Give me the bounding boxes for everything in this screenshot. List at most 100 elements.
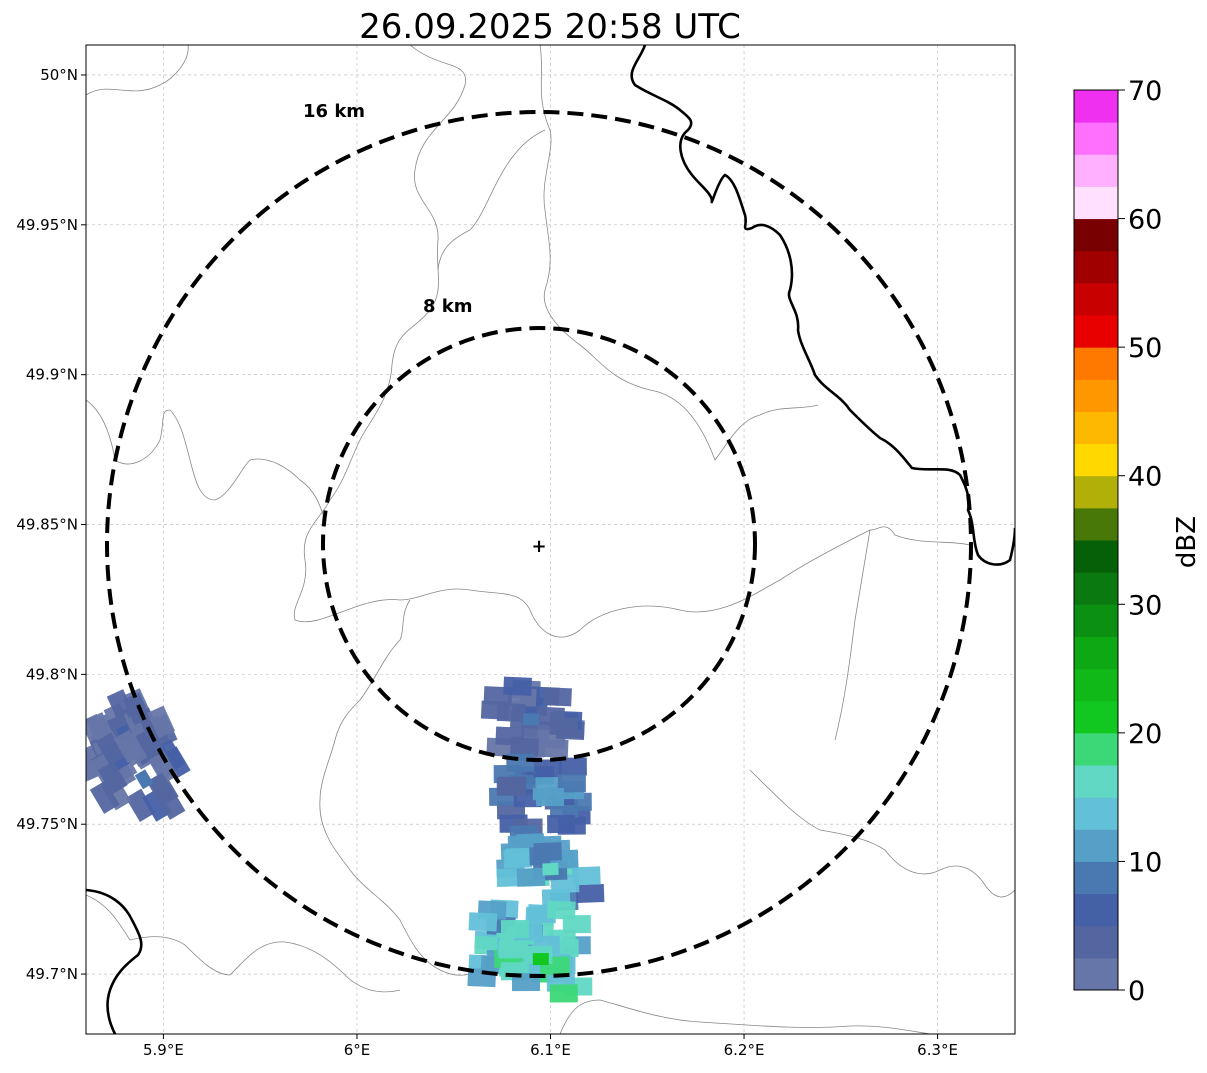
colorbar-swatch — [1074, 186, 1118, 220]
colorbar-tick-label: 30 — [1128, 590, 1162, 621]
echo-bin — [125, 788, 156, 822]
echo-bin — [468, 912, 498, 932]
lon-tick-label: 6.1°E — [530, 1041, 571, 1059]
lat-tick-label: 50°N — [40, 66, 78, 84]
echo-bin — [503, 676, 532, 696]
colorbar-swatch — [1074, 379, 1118, 412]
reflectivity-echoes — [86, 676, 605, 1003]
colorbar-swatch — [1074, 250, 1118, 284]
echo-bin — [106, 689, 135, 723]
colorbar-swatch — [1074, 443, 1118, 477]
echo-bin — [546, 900, 576, 920]
echo-bin — [533, 759, 562, 778]
colorbar: 0 10 20 30 40 50 60 70 — [1073, 76, 1162, 1007]
colorbar-tick-label: 10 — [1128, 847, 1162, 878]
echo-bin — [148, 751, 179, 785]
echo-bin — [575, 884, 605, 904]
colorbar-swatch — [1074, 218, 1118, 252]
echo-bin — [97, 761, 128, 795]
echo-bin — [516, 867, 546, 887]
colorbar-swatch — [1074, 122, 1118, 155]
range-ring-8km-label: 8 km — [423, 296, 473, 317]
colorbar-swatch — [1074, 732, 1118, 766]
colorbar-swatch — [1074, 540, 1118, 573]
colorbar-tick-label: 50 — [1128, 333, 1162, 364]
echo-core — [542, 862, 559, 876]
longitude-tick-labels: 5.9°E 6°E 6.1°E 6.2°E 6.3°E — [143, 1034, 958, 1059]
latitude-tick-labels: 50°N 49.95°N 49.9°N 49.85°N 49.8°N 49.75°N 49.… — [16, 66, 86, 983]
echo-core — [134, 769, 154, 790]
lon-tick-label: 6.3°E — [917, 1041, 958, 1059]
colorbar-swatch — [1074, 797, 1118, 830]
colorbar-swatch — [1074, 475, 1118, 509]
colorbar-swatch — [1074, 315, 1118, 348]
lon-tick-label: 6°E — [344, 1041, 371, 1059]
map-title: 26.09.2025 20:58 UTC — [359, 7, 741, 47]
colorbar-swatch — [1074, 507, 1118, 541]
colorbar-swatch — [1074, 604, 1118, 637]
radar-site-marker: + — [531, 536, 546, 557]
colorbar-swatch — [1074, 765, 1118, 798]
lat-tick-label: 49.95°N — [16, 216, 78, 234]
echo-bin — [510, 737, 539, 757]
echo-bin — [536, 706, 565, 726]
colorbar-swatch — [1074, 411, 1118, 445]
colorbar-swatch — [1074, 668, 1118, 702]
colorbar-swatch — [1074, 90, 1118, 123]
colorbar-swatch — [1074, 957, 1118, 991]
echo-bin — [557, 774, 586, 793]
echo-bin — [147, 705, 176, 739]
colorbar-tick-label: 40 — [1128, 462, 1162, 493]
colorbar-swatch — [1074, 347, 1118, 380]
colorbar-tick-label: 20 — [1128, 719, 1162, 750]
range-ring-16km-label: 16 km — [303, 101, 365, 122]
echo-bin — [141, 715, 170, 749]
echo-core — [532, 953, 549, 966]
echo-bin — [155, 739, 186, 773]
colorbar-swatch — [1074, 636, 1118, 670]
echo-bin — [146, 772, 177, 806]
echo-core — [532, 788, 549, 801]
echo-bin — [500, 919, 530, 939]
echo-bin — [549, 984, 578, 1003]
echo-bin — [558, 757, 587, 776]
colorbar-swatch — [1074, 572, 1118, 605]
colorbar-swatch — [1074, 925, 1118, 959]
echo-bin — [533, 842, 563, 862]
echo-bin — [142, 788, 172, 822]
range-ring-16km — [105, 110, 973, 978]
echo-bin — [547, 814, 576, 834]
range-ring-8km — [321, 326, 757, 762]
lon-tick-label: 5.9°E — [143, 1041, 184, 1059]
echo-bin — [543, 687, 572, 707]
lat-tick-label: 49.7°N — [26, 965, 78, 983]
echo-bin — [505, 847, 534, 867]
colorbar-swatch — [1074, 154, 1118, 187]
echo-bin — [572, 866, 601, 886]
echo-bin — [113, 729, 144, 763]
colorbar-label: dBZ — [1172, 516, 1202, 568]
range-rings — [105, 110, 973, 978]
echo-bin — [496, 702, 526, 723]
echo-bin — [498, 776, 527, 795]
lat-tick-label: 49.8°N — [26, 665, 78, 683]
admin-borders — [86, 45, 1015, 1034]
echo-bin — [562, 915, 591, 934]
echo-core — [522, 712, 540, 726]
colorbar-frame — [1073, 89, 1119, 991]
colorbar-tick-label: 60 — [1128, 205, 1162, 236]
lat-tick-label: 49.85°N — [16, 516, 78, 534]
colorbar-swatch — [1074, 893, 1118, 927]
colorbar-tick-label: 0 — [1128, 976, 1145, 1007]
echo-bin — [95, 732, 126, 766]
lon-tick-label: 6.2°E — [724, 1041, 765, 1059]
colorbar-swatch — [1074, 282, 1118, 316]
map-area: 16 km 8 km + — [86, 45, 1015, 1034]
echo-bin — [89, 780, 120, 814]
colorbar-swatch — [1074, 700, 1118, 734]
colorbar-tick-label: 70 — [1128, 76, 1162, 107]
lat-tick-label: 49.75°N — [16, 815, 78, 833]
lat-tick-label: 49.9°N — [26, 366, 78, 384]
